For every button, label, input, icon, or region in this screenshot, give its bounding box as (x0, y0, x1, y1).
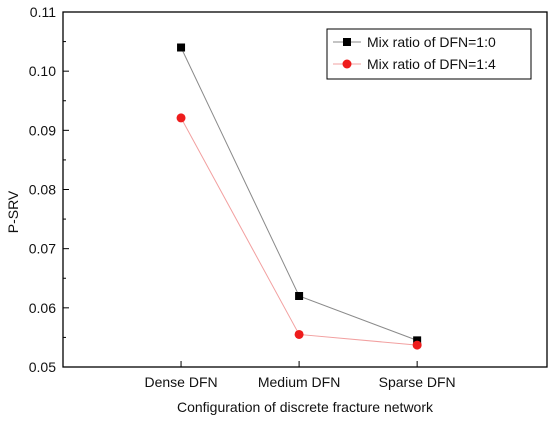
data-point-circle (412, 340, 422, 350)
y-axis-ticks: 0.05 0.06 0.07 0.08 0.09 0.10 0.11 (29, 4, 69, 375)
x-tick-label: Dense DFN (144, 374, 217, 390)
data-point-square (177, 43, 186, 52)
data-point-circle (176, 113, 186, 123)
y-tick-label: 0.05 (29, 359, 56, 375)
legend-marker-square (343, 38, 351, 46)
legend-label: Mix ratio of DFN=1:4 (367, 56, 496, 72)
y-tick-label: 0.10 (29, 63, 56, 79)
y-tick-label: 0.09 (29, 122, 56, 138)
series-1 (177, 43, 422, 345)
x-axis-label: Configuration of discrete fracture netwo… (177, 399, 434, 415)
y-tick-label: 0.08 (29, 182, 56, 198)
legend: Mix ratio of DFN=1:0 Mix ratio of DFN=1:4 (326, 28, 532, 80)
legend-item: Mix ratio of DFN=1:4 (333, 56, 496, 72)
data-point-square (413, 336, 422, 345)
legend-item: Mix ratio of DFN=1:0 (333, 34, 496, 50)
x-axis-ticks: Dense DFN Medium DFN Sparse DFN (144, 361, 456, 390)
data-point-circle (294, 329, 304, 339)
legend-box (326, 28, 532, 80)
series-line (180, 117, 418, 346)
y-tick-label: 0.07 (29, 241, 56, 257)
x-tick-label: Medium DFN (258, 374, 340, 390)
legend-label: Mix ratio of DFN=1:0 (367, 34, 496, 50)
y-axis-label: P-SRV (5, 190, 21, 233)
series-layer (176, 43, 422, 350)
data-point-square (295, 292, 304, 300)
x-tick-label: Sparse DFN (379, 374, 456, 390)
y-tick-label: 0.11 (30, 4, 56, 20)
y-tick-label: 0.06 (29, 300, 56, 316)
series-2 (176, 113, 422, 350)
legend-marker-circle (342, 59, 352, 69)
